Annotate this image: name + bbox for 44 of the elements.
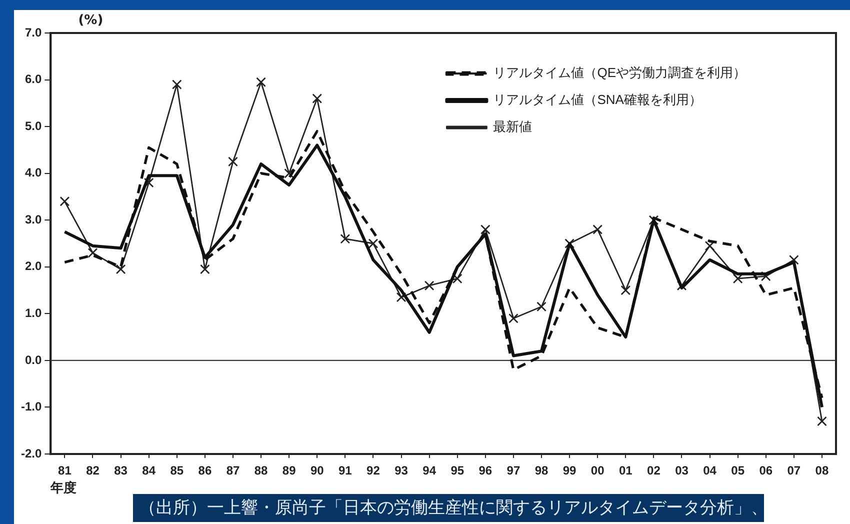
x-tick-label: 07 <box>787 464 801 478</box>
legend-label: 最新値 <box>493 119 532 134</box>
x-tick-label: 00 <box>590 464 605 478</box>
y-tick-label: 7.0 <box>24 25 42 40</box>
x-tick-label: 03 <box>675 464 689 478</box>
y-tick-label: 6.0 <box>24 72 42 86</box>
y-axis-title: (%) <box>78 12 104 28</box>
x-tick-label: 94 <box>422 464 436 478</box>
y-tick-label: -1.0 <box>20 400 42 414</box>
x-tick-label: 88 <box>254 464 268 478</box>
y-tick-label: 4.0 <box>24 166 42 180</box>
legend-label: リアルタイム値（QEや労働力調査を利用） <box>493 65 746 80</box>
x-tick-label: 01 <box>618 464 633 478</box>
y-tick-label: 5.0 <box>24 118 42 133</box>
x-tick-label: 91 <box>338 464 352 478</box>
x-tick-label: 84 <box>142 464 156 478</box>
x-tick-label: 08 <box>815 464 829 478</box>
x-tick-label: 05 <box>731 464 745 478</box>
y-tick-label: 1.0 <box>24 306 42 320</box>
x-tick-label: 83 <box>114 464 128 478</box>
x-axis-title: 年度 <box>50 480 77 495</box>
text: （出所）一上響・原尚子「日本の労働生産性に関するリアルタイムデータ分析」、 <box>139 497 768 520</box>
x-tick-label: 97 <box>506 464 520 478</box>
x-tick-label: 81 <box>58 464 72 478</box>
x-tick-label: 02 <box>647 464 661 478</box>
y-tick-label: 0.0 <box>24 352 42 367</box>
x-tick-label: 87 <box>226 464 240 478</box>
x-tick-label: 86 <box>198 464 212 478</box>
x-tick-label: 95 <box>450 464 464 478</box>
x-tick-label: 98 <box>534 464 548 478</box>
x-tick-label: 89 <box>282 464 296 478</box>
x-tick-label: 96 <box>478 464 492 478</box>
y-tick-label: 2.0 <box>24 259 42 274</box>
legend-label: リアルタイム値（SNA確報を利用） <box>493 92 702 108</box>
x-tick-label: 85 <box>170 464 184 478</box>
x-tick-label: 99 <box>562 464 577 478</box>
x-tick-label: 90 <box>310 464 324 478</box>
x-tick-label: 93 <box>394 464 408 478</box>
x-tick-label: 92 <box>366 464 380 478</box>
x-tick-label: 06 <box>759 464 773 478</box>
x-tick-label: 04 <box>703 464 717 478</box>
y-tick-label: -2.0 <box>20 446 42 460</box>
y-tick-label: 3.0 <box>24 212 42 226</box>
x-tick-label: 82 <box>86 464 100 478</box>
